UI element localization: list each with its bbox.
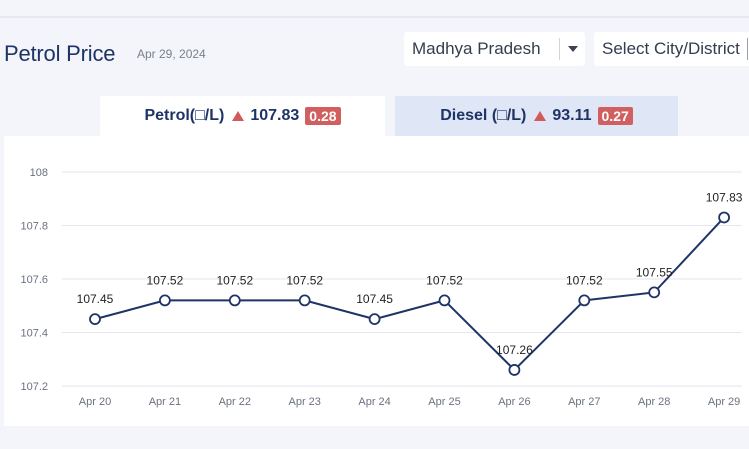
data-label: 107.52	[286, 273, 323, 287]
city-dropdown[interactable]: Select City/District	[594, 32, 749, 66]
x-tick-label: Apr 25	[428, 396, 460, 408]
page-title: Petrol Price	[4, 41, 116, 66]
y-tick-label: 107.6	[20, 274, 48, 286]
data-point	[438, 294, 451, 307]
tab-petrol-label: Petrol(□/L)	[144, 107, 225, 124]
data-label: 107.45	[356, 292, 393, 306]
data-point	[718, 211, 730, 224]
data-label: 107.52	[147, 273, 184, 287]
tab-diesel-price: 93.11	[552, 107, 592, 124]
data-point	[89, 313, 101, 326]
chart-panel	[4, 136, 749, 426]
data-point	[228, 294, 241, 307]
tab-diesel-label: Diesel (□/L)	[440, 107, 527, 124]
state-dropdown-divider	[559, 38, 560, 60]
price-line-chart: 108 107.8 107.6 107.4 107.2 Apr 20 Apr 21 Apr 2…	[20, 167, 743, 408]
data-label: 107.55	[636, 265, 673, 279]
data-point	[158, 294, 171, 307]
data-label: 107.52	[216, 273, 253, 287]
data-point	[648, 286, 661, 299]
price-up-icon	[232, 111, 245, 121]
price-up-icon	[534, 111, 547, 121]
data-point	[298, 294, 311, 307]
x-tick-label: Apr 20	[79, 396, 111, 408]
tab-petrol-change-badge: 0.28	[305, 107, 341, 125]
page-date: Apr 29, 2024	[137, 47, 206, 61]
x-tick-label: Apr 28	[638, 396, 670, 408]
data-label: 107.52	[426, 273, 463, 287]
state-dropdown-value: Madhya Pradesh	[412, 39, 541, 58]
tab-diesel[interactable]: Diesel (□/L) 93.11 0.27	[395, 96, 678, 136]
city-dropdown-placeholder: Select City/District	[602, 39, 740, 58]
data-label: 107.45	[77, 292, 114, 306]
x-tick-label: Apr 21	[149, 396, 181, 408]
y-tick-label: 107.8	[20, 221, 48, 233]
data-point	[578, 294, 591, 307]
chevron-down-icon[interactable]	[560, 46, 585, 52]
state-dropdown[interactable]: Madhya Pradesh	[404, 32, 585, 66]
top-bar-divider	[0, 16, 749, 18]
top-bar	[0, 0, 749, 16]
tab-petrol[interactable]: Petrol(□/L) 107.83 0.28	[100, 96, 385, 136]
data-point	[368, 313, 381, 326]
x-tick-label: Apr 22	[219, 396, 251, 408]
y-tick-label: 108	[30, 167, 48, 179]
tab-petrol-price: 107.83	[250, 107, 300, 124]
tab-diesel-change-badge: 0.27	[597, 107, 633, 125]
x-tick-label: Apr 24	[358, 396, 390, 408]
x-tick-label: Apr 27	[568, 396, 600, 408]
series-line	[94, 216, 725, 371]
y-tick-label: 107.4	[20, 328, 48, 340]
data-point	[508, 364, 521, 376]
x-tick-label: Apr 29	[708, 396, 740, 408]
data-label: 107.52	[566, 273, 603, 287]
x-tick-label: Apr 23	[288, 396, 320, 408]
data-label: 107.83	[706, 190, 743, 204]
y-tick-label: 107.2	[20, 381, 48, 393]
x-tick-label: Apr 26	[498, 396, 530, 408]
data-label: 107.26	[496, 343, 533, 357]
city-dropdown-divider	[747, 38, 748, 60]
